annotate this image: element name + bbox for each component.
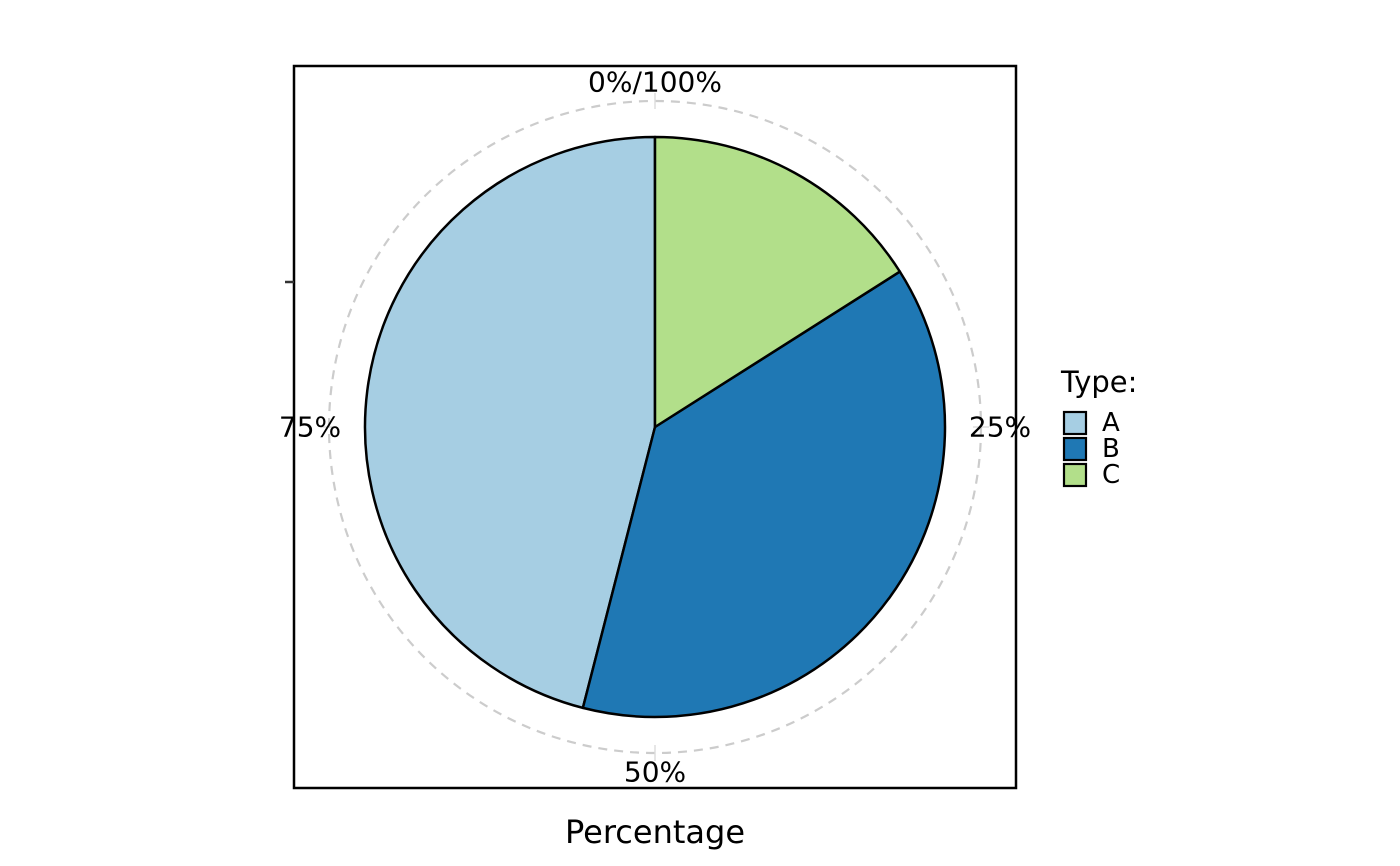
legend-title: Type:: [1060, 365, 1137, 399]
pie-slice-b: [581, 270, 947, 719]
theta-tick-labels: 0%/100% 25% 50% 75%: [279, 66, 1031, 789]
theta-tick-label: 50%: [624, 756, 686, 789]
panel-border: [292, 64, 1018, 790]
legend-swatch-a: [1062, 410, 1088, 436]
x-axis-title: Percentage: [565, 813, 745, 851]
legend-items: ABC: [1062, 408, 1120, 490]
legend-label-c: C: [1102, 460, 1120, 490]
pie-slice-a: [363, 135, 657, 710]
pie-slices: [363, 135, 947, 719]
legend-swatch-b: [1062, 436, 1088, 462]
pie-slice-c: [653, 135, 902, 429]
legend: Type: ABC: [1060, 365, 1137, 490]
legend-swatch-c: [1062, 462, 1088, 488]
theta-tick-label: 75%: [279, 411, 341, 444]
legend-label-b: B: [1102, 434, 1120, 464]
grid-ticks: [321, 93, 989, 761]
theta-tick-label: 0%/100%: [588, 66, 722, 99]
theta-tick-label: 25%: [969, 411, 1031, 444]
legend-label-a: A: [1102, 408, 1120, 438]
